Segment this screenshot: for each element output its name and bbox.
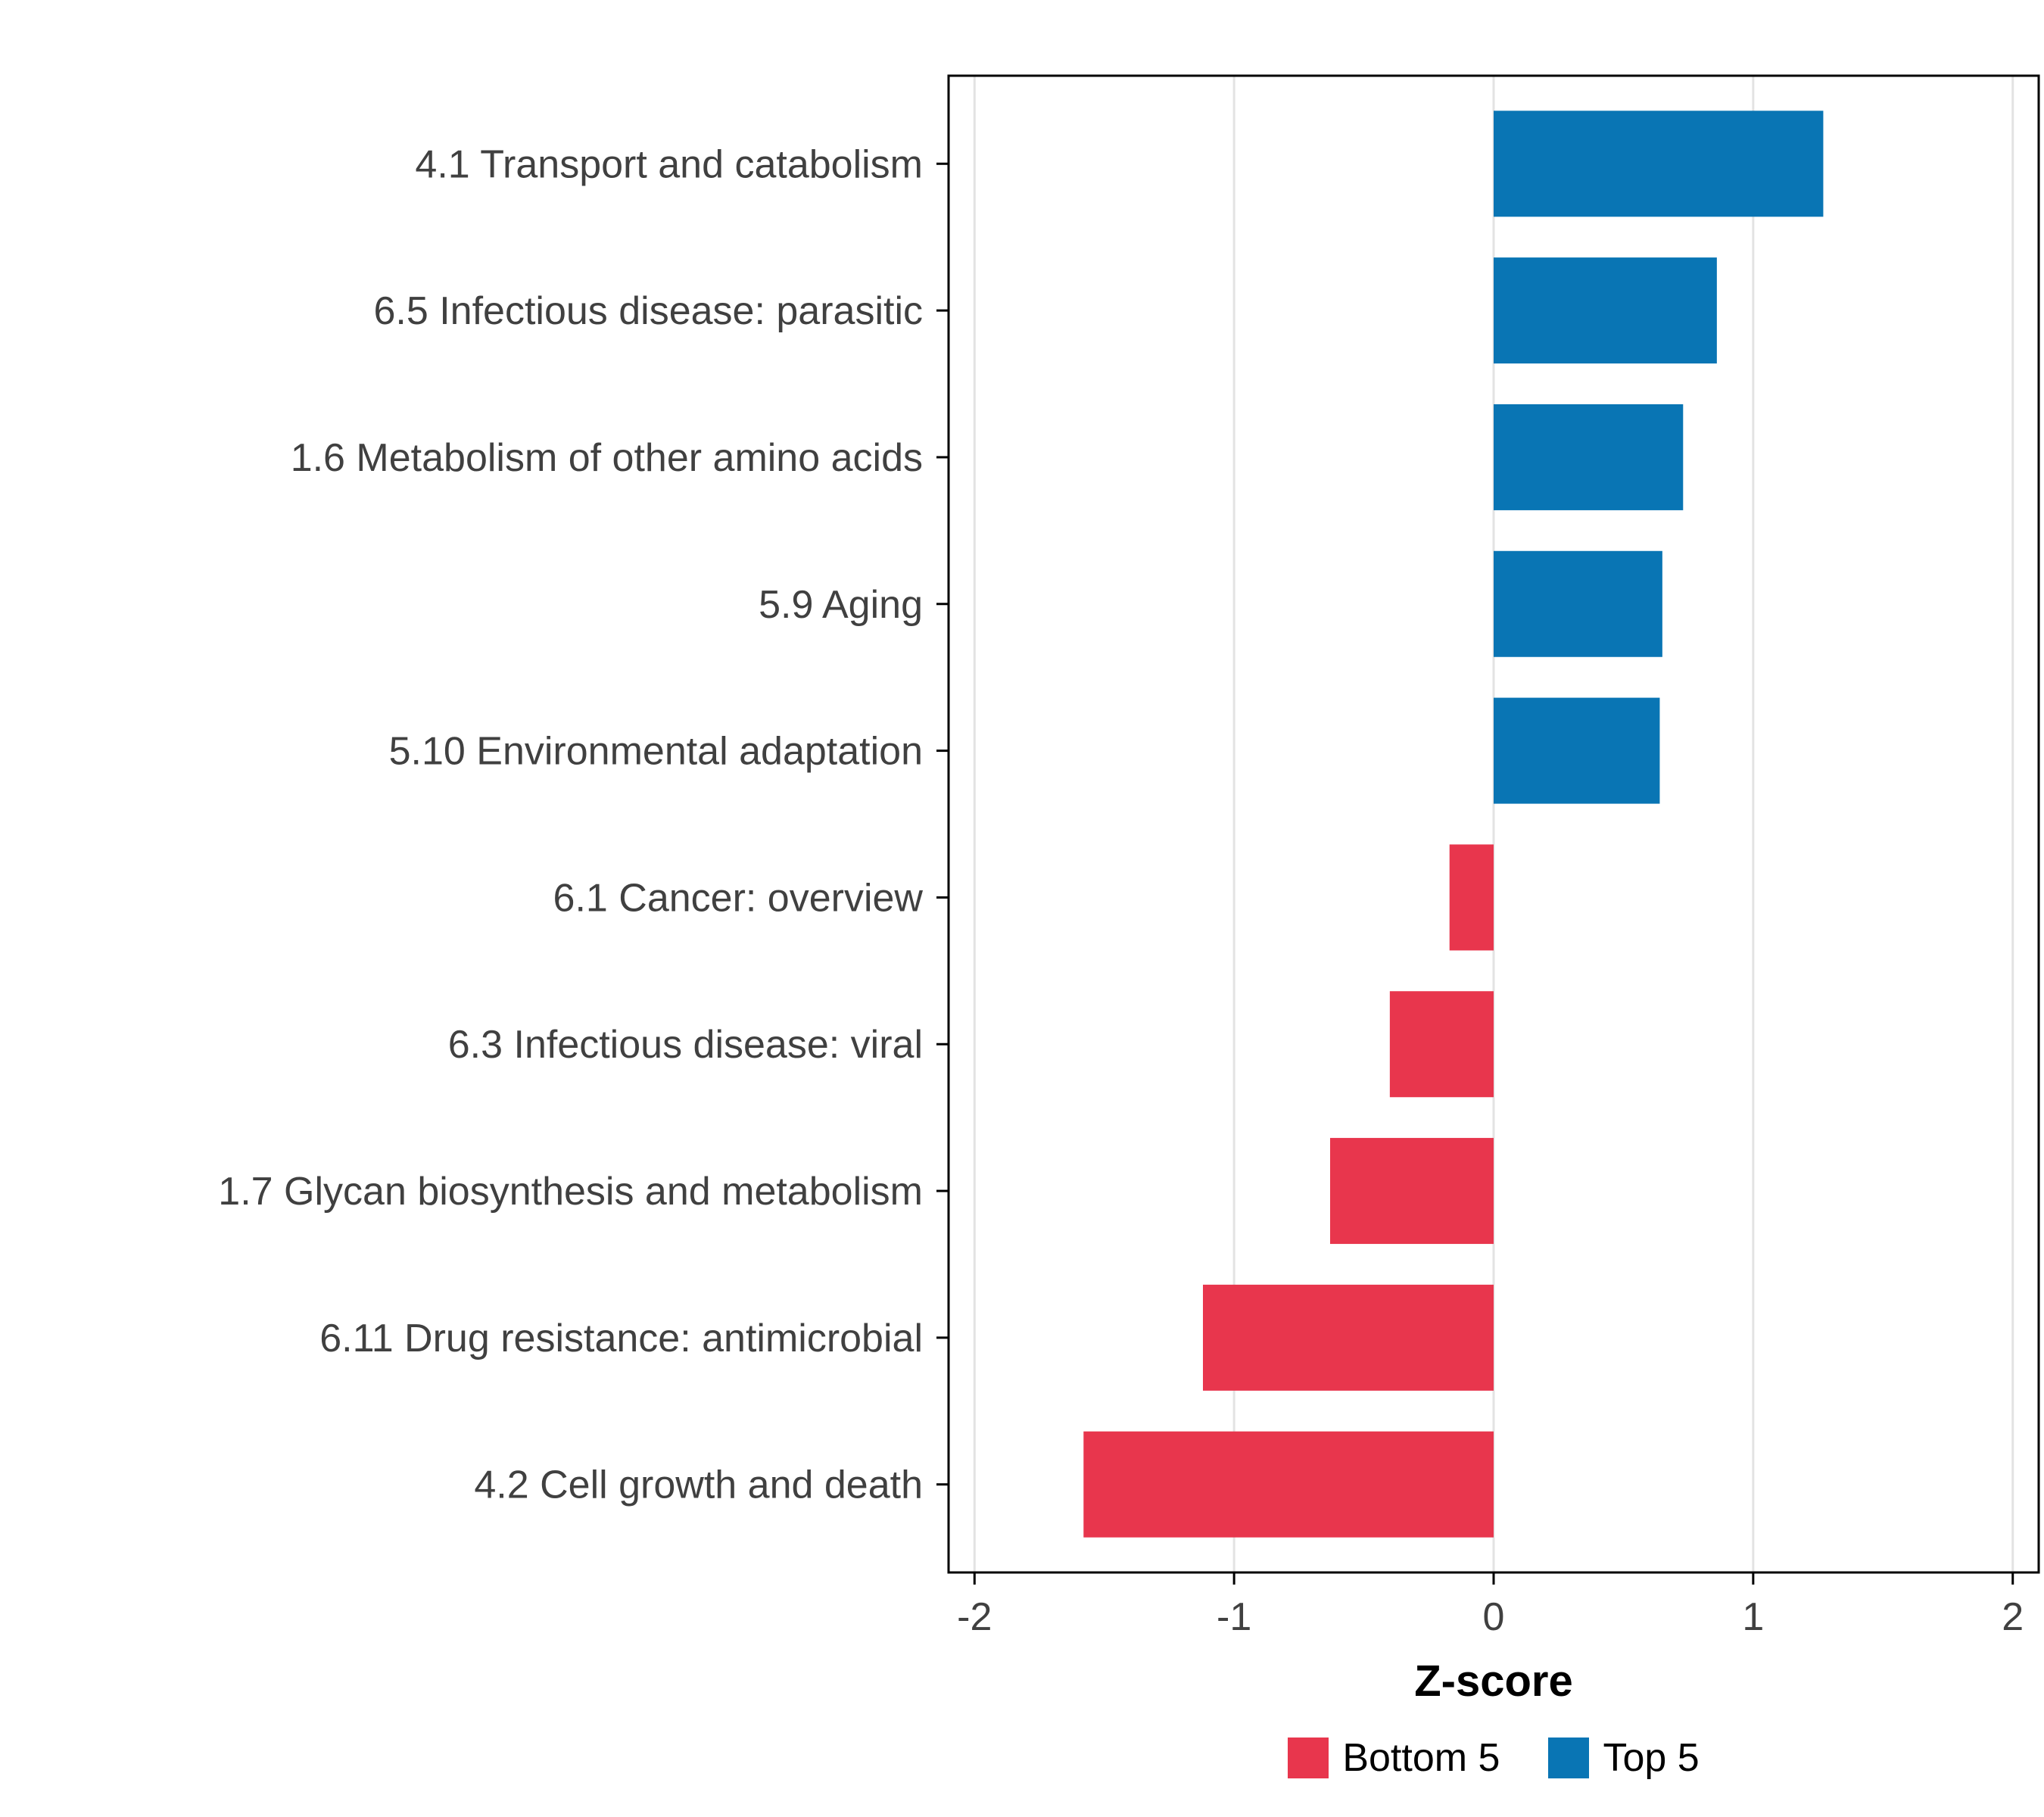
x-tick-label: 2 [2002,1595,2024,1639]
bar [1494,550,1662,657]
x-axis: -2 -1 0 1 2 [957,1572,2024,1639]
x-tick-label: -2 [957,1595,992,1639]
bar [1494,257,1717,364]
y-tick-label: 6.5 Infectious disease: parasitic [373,289,923,333]
y-tick-label: 6.3 Infectious disease: viral [448,1023,923,1067]
x-axis-title: Z-score [1414,1656,1573,1706]
bar [1449,844,1494,951]
y-axis: 4.1 Transport and catabolism 6.5 Infectio… [218,142,949,1507]
legend-label: Top 5 [1603,1736,1700,1780]
y-tick-label: 6.11 Drug resistance: antimicrobial [319,1317,923,1360]
x-tick-label: 1 [1742,1595,1764,1639]
x-tick-label: 0 [1483,1595,1505,1639]
legend: Bottom 5 Top 5 [949,1738,2039,1778]
legend-swatch [1288,1738,1329,1778]
bar [1330,1138,1494,1245]
legend-item: Top 5 [1548,1736,1700,1780]
bar [1494,111,1824,217]
x-tick-label: -1 [1217,1595,1251,1639]
bar [1083,1431,1494,1538]
y-tick-label: 4.2 Cell growth and death [474,1463,923,1507]
bar [1389,991,1494,1098]
legend-swatch [1548,1738,1590,1778]
bar [1203,1284,1494,1391]
y-tick-label: 5.10 Environmental adaptation [389,730,923,774]
bar [1494,404,1684,510]
y-tick-label: 1.7 Glycan biosynthesis and metabolism [218,1170,923,1214]
y-tick-label: 1.6 Metabolism of other amino acids [291,436,923,480]
y-tick-label: 5.9 Aging [759,583,923,627]
bar [1494,697,1660,804]
legend-item: Bottom 5 [1288,1738,1500,1778]
y-tick-label: 6.1 Cancer: overview [553,876,924,920]
y-tick-label: 4.1 Transport and catabolism [415,142,923,186]
bars [1083,111,1824,1538]
legend-label: Bottom 5 [1342,1736,1500,1780]
